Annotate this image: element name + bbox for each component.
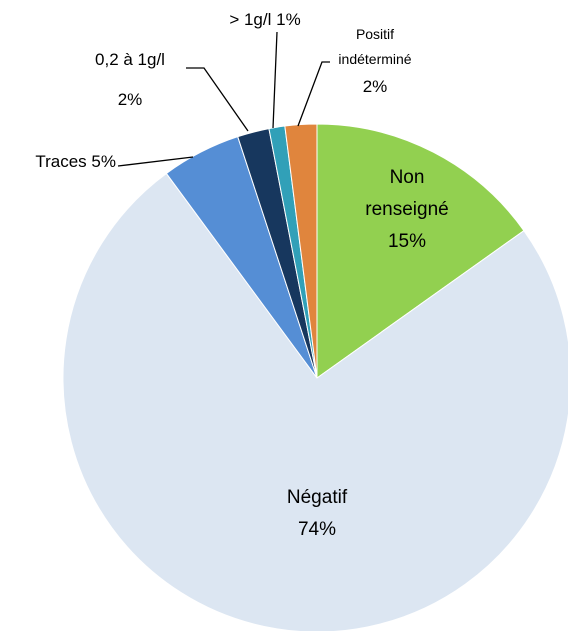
value-label: 2%: [117, 90, 143, 109]
data-label: Non renseigné 15%: [357, 162, 457, 258]
leader-line: [297, 61, 330, 127]
value-label: 1%: [276, 10, 301, 29]
data-label: 0,2 à 1g/l 2%: [75, 40, 185, 120]
category-label: Traces: [35, 152, 87, 171]
value-label: 74%: [297, 519, 337, 540]
leader-line: [186, 67, 249, 132]
leader-line: [272, 31, 278, 129]
value-label: 5%: [91, 152, 116, 171]
category-label: 0,2 à 1g/l: [95, 50, 165, 69]
pie-slice: [284, 123, 318, 379]
data-label: Traces 5%: [4, 146, 116, 178]
value-label: 15%: [387, 231, 427, 252]
data-label: Négatif 74%: [257, 482, 377, 546]
data-label: > 1g/l 1%: [205, 4, 325, 36]
category-label: > 1g/l: [229, 10, 272, 29]
category-label: Positif indéterminé: [338, 26, 412, 67]
pie-slice: [62, 172, 568, 631]
data-label: Positif indéterminé 2%: [330, 22, 420, 102]
pie-slice: [316, 123, 525, 379]
category-label: Négatif: [286, 487, 348, 508]
value-label: 2%: [362, 77, 388, 96]
leader-line: [117, 156, 194, 167]
category-label: Non renseigné: [365, 167, 449, 220]
